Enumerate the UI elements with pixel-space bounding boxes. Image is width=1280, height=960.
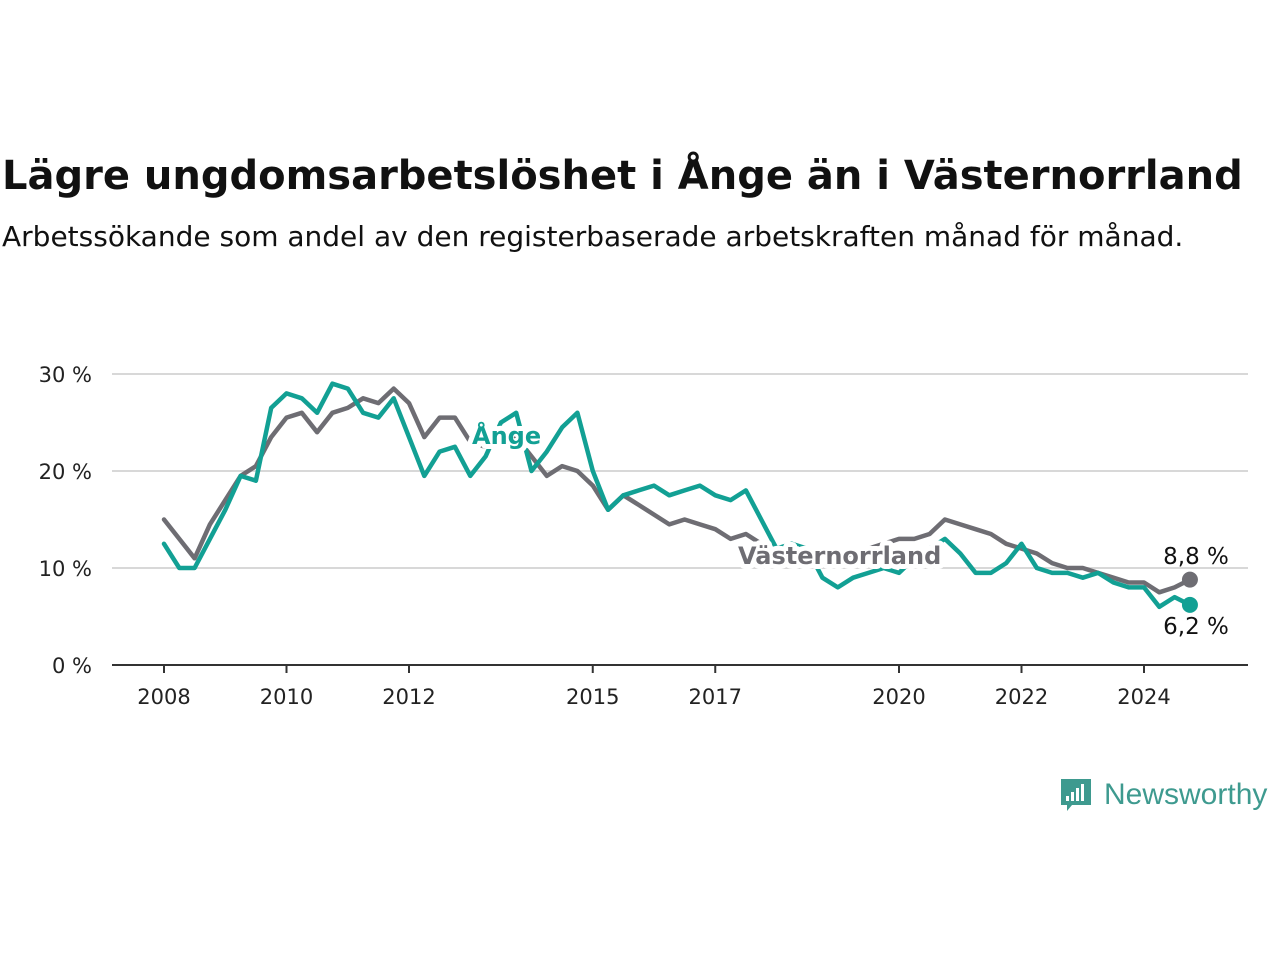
x-axis: 2008 2010 2012 2015 2017 2020 2022 2024 [112, 664, 1248, 709]
x-tick-label: 2008 [137, 685, 190, 709]
x-tick-label: 2017 [689, 685, 742, 709]
x-tick-label: 2010 [260, 685, 313, 709]
end-point-ange [1181, 596, 1198, 613]
chart-subtitle: Arbetssökande som andel av den registerb… [2, 220, 1184, 253]
end-label-ange: 6,2 % [1163, 614, 1229, 640]
series-label-ange: Ånge [472, 421, 541, 450]
x-tick-label: 2022 [995, 685, 1048, 709]
end-point-vasternorrland [1181, 571, 1198, 588]
series-label-vasternorrland: Västernorrland [738, 542, 941, 570]
series-label-ange-halo: Ånge [472, 421, 541, 450]
y-tick-label: 20 % [39, 460, 92, 484]
end-label-vasternorrland: 8,8 % [1163, 544, 1229, 570]
y-tick-label: 0 % [52, 654, 92, 678]
x-tick-label: 2024 [1117, 685, 1170, 709]
x-tick-label: 2015 [566, 685, 619, 709]
y-tick-label: 10 % [39, 557, 92, 581]
newsworthy-logo-icon [1061, 779, 1091, 811]
gridlines: 0 % 10 % 20 % 30 % [39, 363, 1248, 678]
series-label-vasternorrland-halo: Västernorrland [738, 542, 941, 570]
x-tick-label: 2020 [872, 685, 925, 709]
chart-title: Lägre ungdomsarbetslöshet i Ånge än i Vä… [2, 153, 1243, 199]
x-tick-label: 2012 [382, 685, 435, 709]
series-line-vasternorrland [161, 386, 1193, 595]
newsworthy-logo-text: Newsworthy [1104, 778, 1268, 811]
series-lines [161, 381, 1198, 613]
newsworthy-logo: Newsworthy [1058, 772, 1267, 818]
y-tick-label: 30 % [39, 363, 92, 387]
series-line-ange [161, 381, 1193, 610]
